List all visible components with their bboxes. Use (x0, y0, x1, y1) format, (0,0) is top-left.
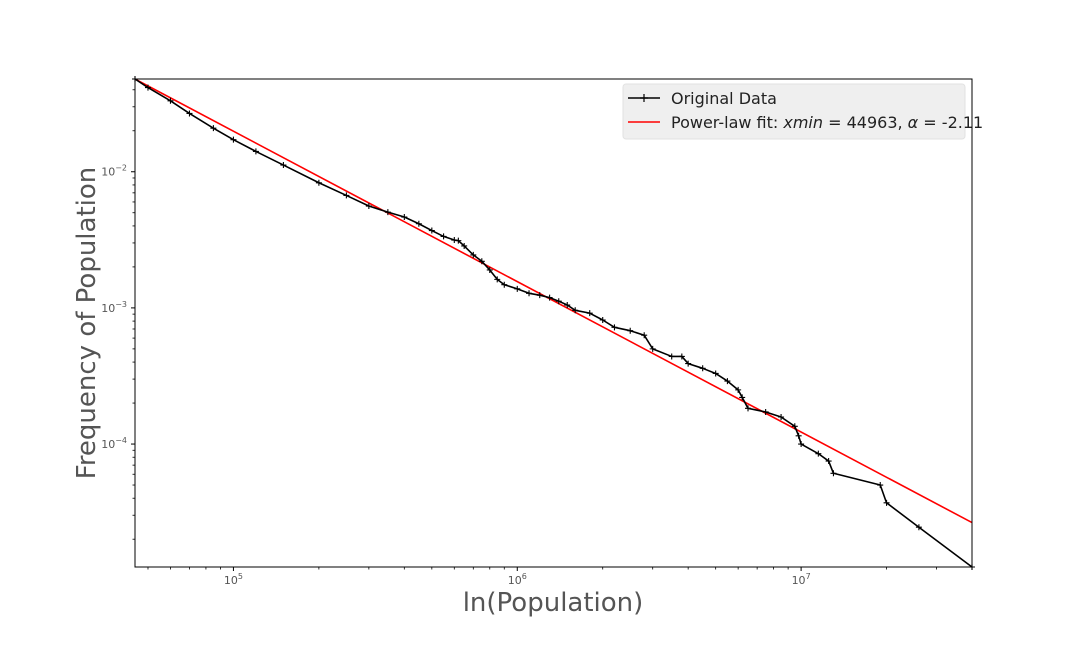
legend-fit-xmin-var: xmin (782, 113, 823, 132)
data-point-marker (514, 285, 521, 292)
data-point-marker (572, 307, 579, 314)
y-tick-label: 10−3 (101, 300, 127, 315)
data-point-marker (678, 353, 685, 360)
data-point-marker (478, 258, 485, 265)
data-point-marker (825, 458, 832, 465)
data-point-marker (526, 290, 533, 297)
data-point-marker (791, 423, 798, 430)
data-point-marker (486, 266, 493, 273)
data-point-marker (494, 276, 501, 283)
data-point-marker (555, 298, 562, 305)
data-point-marker (440, 233, 447, 240)
data-point-marker (641, 332, 648, 339)
data-point-marker (343, 192, 350, 199)
series-layer (132, 76, 975, 570)
data-point-marker (586, 310, 593, 317)
data-point-marker (877, 482, 884, 489)
y-axis-title: Frequency of Population (72, 167, 102, 480)
data-point-marker (470, 251, 477, 258)
data-point-marker (685, 360, 692, 367)
tick-labels: 105 106 107 10−2 10−3 10−4 (101, 164, 810, 587)
plot-area (135, 79, 972, 567)
data-point-marker (501, 281, 508, 288)
legend-fit-prefix: Power-law fit: (671, 113, 783, 132)
legend-label-data: Original Data (671, 89, 777, 108)
data-point-marker (668, 353, 675, 360)
data-point-marker (735, 386, 742, 393)
data-point-marker (815, 450, 822, 457)
legend-fit-alpha-var: α (908, 113, 919, 132)
data-point-marker (611, 324, 618, 331)
data-point-marker (778, 413, 785, 420)
data-point-marker (627, 327, 634, 334)
legend: Original Data Power-law fit: xmin = 4496… (622, 83, 983, 140)
data-point-marker (798, 441, 805, 448)
legend-swatch-data-marker (640, 94, 648, 102)
data-point-marker (315, 179, 322, 186)
x-tick-label: 105 (224, 572, 243, 587)
data-point-marker (428, 227, 435, 234)
legend-box (622, 83, 966, 140)
data-point-marker (830, 470, 837, 477)
data-point-marker (401, 214, 408, 221)
data-point-marker (280, 162, 287, 169)
data-point-marker (536, 292, 543, 299)
data-point-marker (167, 97, 174, 104)
plot-frame (134, 78, 973, 568)
data-point-marker (455, 237, 462, 244)
data-point-marker (384, 209, 391, 216)
data-point-marker (461, 242, 468, 249)
data-point-marker (699, 365, 706, 372)
data-point-marker (230, 136, 237, 143)
data-point-marker (739, 394, 746, 401)
legend-fit-xmin-value: = 44963, (823, 113, 908, 132)
fit-line (134, 78, 973, 524)
x-axis-title: ln(Population) (463, 588, 644, 618)
data-line (134, 78, 973, 568)
data-point-marker (883, 499, 890, 506)
legend-label-fit: Power-law fit: xmin = 44963, α = -2.11 (671, 113, 983, 132)
data-point-marker (762, 408, 769, 415)
x-tick-label: 106 (508, 572, 527, 587)
major-ticks (131, 171, 802, 571)
data-point-marker (599, 316, 606, 323)
data-point-marker (415, 220, 422, 227)
y-tick-label: 10−4 (101, 436, 127, 451)
data-point-marker (724, 378, 731, 385)
data-point-marker (745, 405, 752, 412)
data-point-marker (915, 524, 922, 531)
data-point-marker (210, 125, 217, 132)
legend-fit-alpha-value: = -2.11 (918, 113, 983, 132)
data-point-marker (144, 84, 151, 91)
x-tick-label: 107 (792, 572, 811, 587)
data-point-marker (712, 370, 719, 377)
data-point-marker (546, 294, 553, 301)
data-point-marker (451, 237, 458, 244)
data-point-marker (649, 345, 656, 352)
y-tick-label: 10−2 (101, 164, 127, 179)
data-point-marker (795, 432, 802, 439)
data-point-marker (252, 148, 259, 155)
data-point-marker (186, 110, 193, 117)
data-point-marker (365, 203, 372, 210)
data-point-marker (564, 302, 571, 309)
